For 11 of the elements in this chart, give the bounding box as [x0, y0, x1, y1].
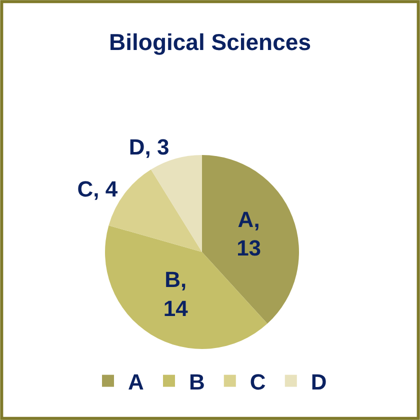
- data-label: A, 13: [236, 207, 262, 261]
- legend-label: D: [310, 369, 327, 394]
- pie-slice: [202, 155, 299, 324]
- pie-slice: [150, 155, 202, 252]
- chart-title: Bilogical Sciences: [109, 29, 311, 56]
- legend-label: B: [189, 369, 205, 394]
- data-label: C, 4: [77, 176, 118, 202]
- data-label: D, 3: [128, 134, 170, 160]
- data-label: B, 14: [163, 267, 189, 321]
- legend-label: A: [128, 369, 144, 394]
- legend-label: C: [250, 369, 266, 394]
